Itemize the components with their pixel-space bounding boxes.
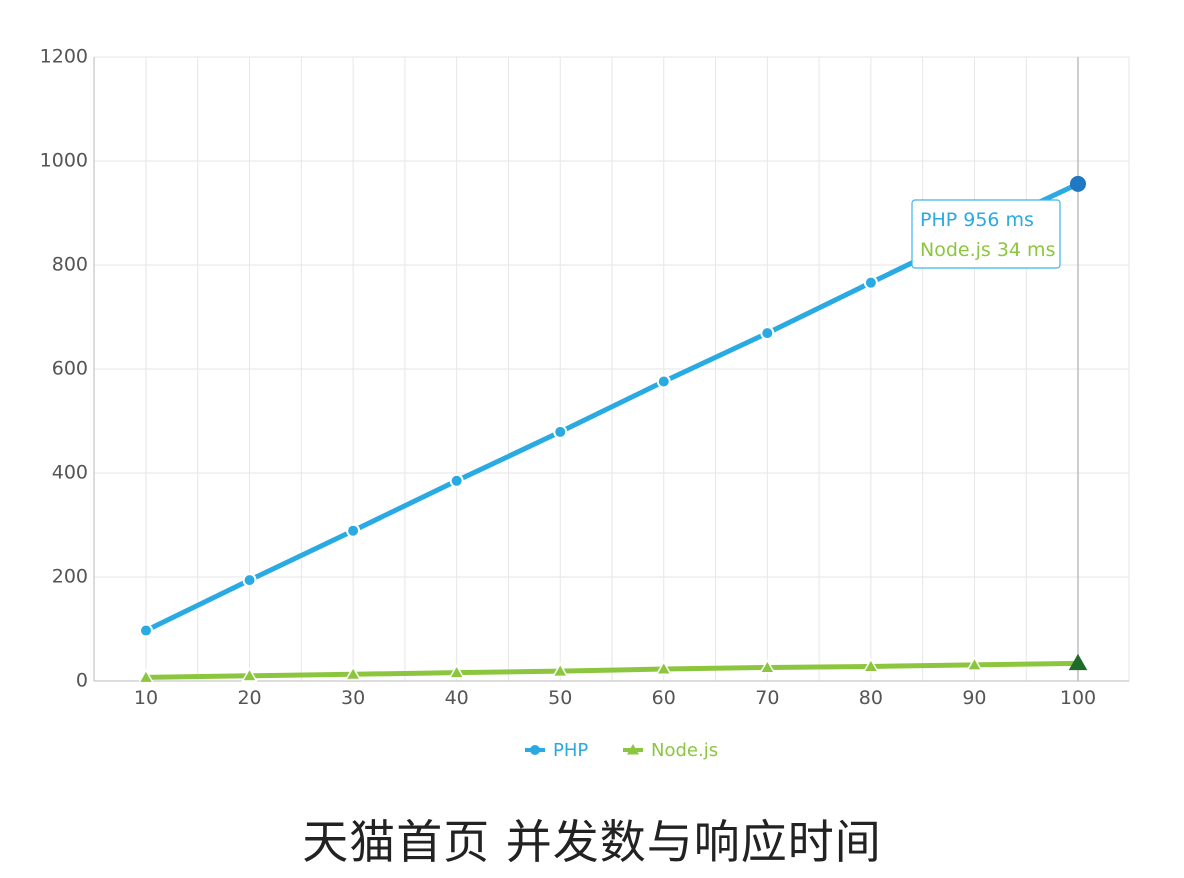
x-tick-label: 100	[1060, 687, 1096, 709]
data-point	[448, 664, 465, 679]
legend: PHP Node.js	[525, 740, 718, 761]
series-line	[143, 660, 1081, 680]
y-tick-label: 0	[76, 670, 88, 692]
y-tick-label: 1000	[40, 150, 88, 172]
x-tick-label: 40	[445, 687, 469, 709]
data-point	[553, 424, 568, 439]
x-tick-label: 30	[341, 687, 365, 709]
axes	[93, 57, 1129, 682]
tooltip-line: PHP 956 ms	[920, 209, 1034, 231]
x-axis-tick-labels: 10 20 30 40 50 60 70 80 90 100	[134, 687, 1096, 709]
data-point	[449, 473, 464, 488]
y-tick-label: 800	[52, 254, 88, 276]
y-axis-tick-labels: 0 200 400 600 800 1000 1200	[40, 46, 88, 692]
data-point	[241, 667, 258, 682]
legend-marker	[530, 745, 540, 755]
data-point	[862, 657, 880, 673]
chart-title: 天猫首页 并发数与响应时间	[302, 815, 882, 869]
y-tick-label: 1200	[40, 46, 88, 68]
x-tick-label: 70	[755, 687, 779, 709]
y-tick-label: 600	[52, 358, 88, 380]
data-point	[863, 275, 878, 290]
grid	[93, 56, 1130, 682]
series-node-js	[137, 653, 1088, 684]
line-chart: 0 200 400 600 800 1000 1200 10 20 30 40 50 60 70 80 90…	[40, 46, 1130, 761]
x-tick-label: 90	[962, 687, 986, 709]
data-point	[551, 662, 569, 678]
data-point	[344, 665, 362, 681]
data-point	[655, 660, 673, 676]
legend-item: PHP	[525, 740, 588, 761]
series	[137, 175, 1088, 684]
data-point	[346, 523, 361, 538]
tooltip-box	[911, 199, 1061, 269]
data-point	[656, 374, 671, 389]
data-point	[242, 573, 257, 588]
x-tick-label: 60	[652, 687, 676, 709]
data-point	[760, 326, 775, 341]
x-tick-label: 50	[548, 687, 572, 709]
data-point	[137, 668, 155, 684]
legend-label: Node.js	[651, 740, 718, 761]
tooltip: PHP 956 ms Node.js 34 ms	[911, 199, 1061, 269]
x-tick-label: 10	[134, 687, 158, 709]
data-point	[1070, 175, 1086, 192]
tooltip-line: Node.js 34 ms	[920, 239, 1055, 261]
legend-item: Node.js	[623, 740, 718, 761]
x-tick-label: 80	[859, 687, 883, 709]
data-point	[139, 623, 153, 638]
data-point	[966, 656, 983, 671]
data-point	[759, 658, 776, 674]
legend-label: PHP	[553, 740, 588, 761]
x-tick-label: 20	[237, 687, 261, 709]
legend-marker	[627, 744, 639, 755]
y-tick-label: 200	[52, 566, 88, 588]
y-tick-label: 400	[52, 462, 88, 484]
data-point	[1068, 653, 1088, 671]
